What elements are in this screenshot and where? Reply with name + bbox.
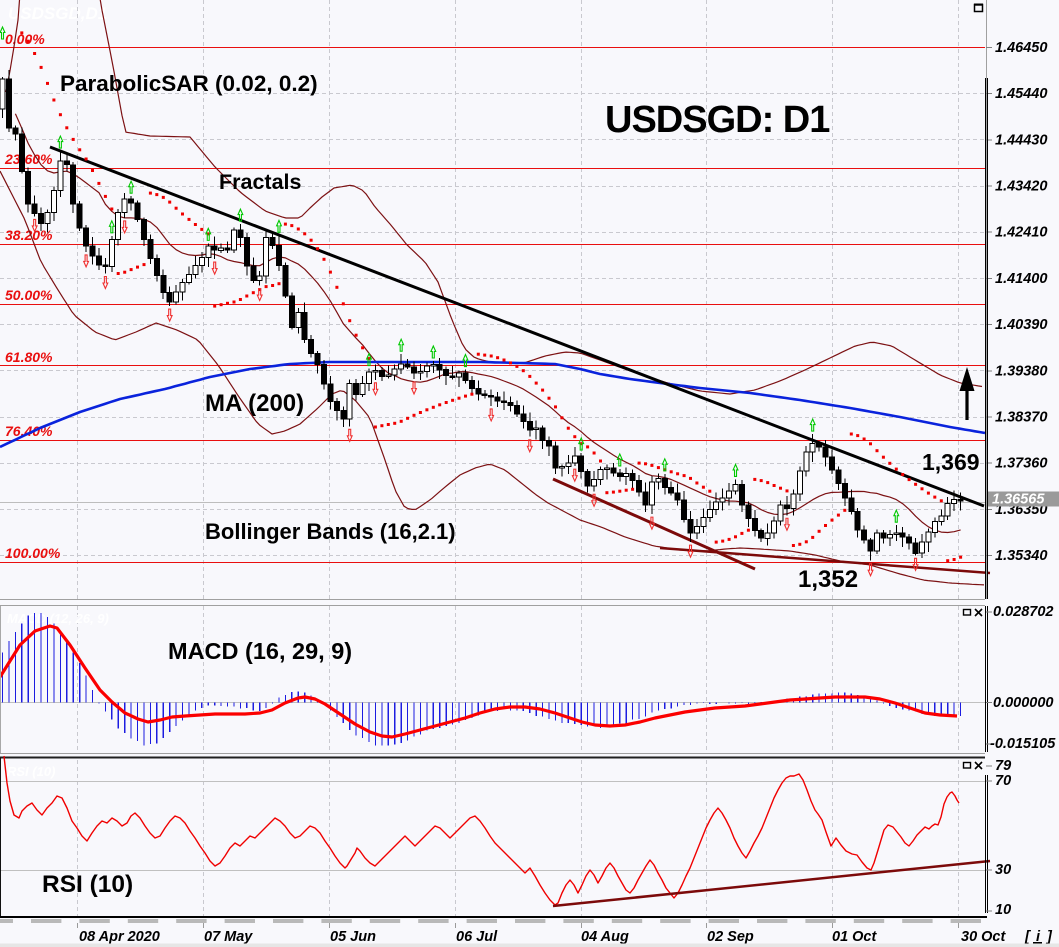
svg-text:79: 79 xyxy=(995,758,1011,774)
svg-text:0.00%: 0.00% xyxy=(5,31,45,47)
svg-text:USDSGD,D1: USDSGD,D1 xyxy=(8,4,107,23)
svg-text:10: 10 xyxy=(995,902,1011,918)
svg-text:[: [ xyxy=(1024,929,1032,945)
svg-text:1.44430: 1.44430 xyxy=(995,132,1047,148)
svg-text:1.37360: 1.37360 xyxy=(995,456,1047,472)
svg-text:1.42410: 1.42410 xyxy=(995,225,1047,241)
svg-text:70: 70 xyxy=(995,773,1011,789)
svg-text:1.36565: 1.36565 xyxy=(992,492,1045,508)
svg-text:1.46450: 1.46450 xyxy=(995,40,1047,56)
svg-text:30: 30 xyxy=(995,862,1011,878)
svg-text:]: ] xyxy=(1045,929,1053,945)
svg-text:1.41400: 1.41400 xyxy=(995,271,1047,287)
svg-text:100.00%: 100.00% xyxy=(5,545,61,561)
svg-text:MA (200): MA (200) xyxy=(205,390,304,417)
svg-text:ParabolicSAR (0.02, 0.2): ParabolicSAR (0.02, 0.2) xyxy=(60,71,318,96)
svg-text:1,352: 1,352 xyxy=(798,566,858,593)
svg-text:50.00%: 50.00% xyxy=(5,287,53,303)
svg-text:RSI (10): RSI (10) xyxy=(7,764,55,779)
svg-text:-0.015105: -0.015105 xyxy=(990,736,1056,752)
svg-text:08 Apr 2020: 08 Apr 2020 xyxy=(79,929,160,945)
svg-text:MACD (12, 26, 9): MACD (12, 26, 9) xyxy=(7,611,109,626)
svg-text:Bollinger Bands (16,2.1): Bollinger Bands (16,2.1) xyxy=(205,519,456,544)
svg-text:06 Jul: 06 Jul xyxy=(456,929,498,945)
svg-text:1.39380: 1.39380 xyxy=(995,363,1047,379)
svg-text:0.000000: 0.000000 xyxy=(993,695,1053,711)
svg-text:23.60%: 23.60% xyxy=(4,151,53,167)
svg-text:1.43420: 1.43420 xyxy=(995,179,1047,195)
svg-text:61.80%: 61.80% xyxy=(5,349,53,365)
svg-text:30 Oct: 30 Oct xyxy=(961,929,1006,945)
svg-text:1.40390: 1.40390 xyxy=(995,317,1047,333)
svg-text:01 Oct: 01 Oct xyxy=(832,929,877,945)
svg-text:0.028702: 0.028702 xyxy=(993,604,1053,620)
svg-text:1.35340: 1.35340 xyxy=(995,548,1047,564)
svg-text:i: i xyxy=(1036,929,1041,945)
svg-text:1,369: 1,369 xyxy=(922,449,980,475)
svg-text:RSI (10): RSI (10) xyxy=(42,871,133,898)
svg-text:04 Aug: 04 Aug xyxy=(581,929,629,945)
svg-text:05 Jun: 05 Jun xyxy=(330,929,376,945)
svg-text:1.38370: 1.38370 xyxy=(995,410,1047,426)
svg-text:Fractals: Fractals xyxy=(219,170,302,194)
svg-text:02 Sep: 02 Sep xyxy=(707,929,754,945)
svg-text:USDSGD: D1: USDSGD: D1 xyxy=(605,99,830,141)
svg-text:07 May: 07 May xyxy=(204,929,253,945)
svg-text:1.45440: 1.45440 xyxy=(995,86,1047,102)
svg-text:MACD (16, 29, 9): MACD (16, 29, 9) xyxy=(168,638,352,664)
